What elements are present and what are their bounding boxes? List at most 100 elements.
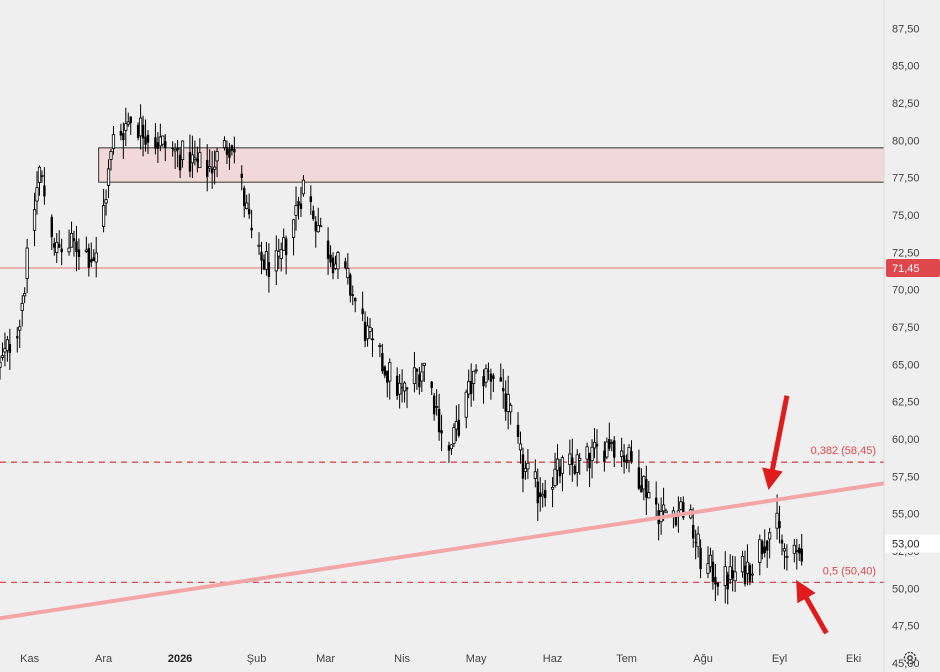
candle	[578, 453, 582, 475]
settings-icon[interactable]	[902, 650, 918, 666]
candle	[625, 454, 628, 469]
candle	[640, 468, 643, 493]
candle	[58, 230, 61, 249]
candle	[637, 449, 641, 491]
level-tag-bg	[886, 259, 940, 278]
candle	[316, 207, 320, 233]
candle	[67, 229, 71, 256]
candle	[457, 404, 461, 438]
candle	[18, 319, 22, 348]
candle	[361, 291, 364, 322]
y-tick-label: 80,00	[892, 135, 920, 147]
candle	[518, 431, 523, 464]
candle	[437, 393, 441, 441]
candle	[171, 141, 174, 157]
last-price-bg	[885, 534, 940, 553]
candle	[126, 112, 130, 127]
candle	[590, 439, 594, 479]
candle	[156, 132, 160, 163]
candle	[40, 170, 44, 183]
candle	[765, 539, 769, 568]
candle	[381, 343, 384, 374]
candle	[210, 151, 214, 189]
candle	[782, 543, 787, 570]
candle	[748, 562, 752, 586]
candle	[198, 138, 202, 169]
candle	[613, 436, 616, 467]
candle	[284, 235, 288, 275]
candle	[351, 285, 354, 306]
top-arrow	[762, 395, 790, 491]
candle	[75, 225, 78, 272]
candle	[585, 442, 589, 472]
candle	[415, 368, 419, 390]
candle	[291, 218, 296, 256]
candle	[550, 477, 555, 508]
candle	[740, 550, 745, 578]
candle	[447, 441, 451, 463]
candle	[568, 439, 572, 476]
candle	[282, 228, 286, 251]
candle	[418, 367, 421, 395]
candle	[699, 539, 702, 579]
candle	[193, 140, 197, 166]
candle	[647, 480, 651, 499]
candle	[472, 370, 476, 401]
candle	[664, 508, 668, 514]
candle	[8, 328, 12, 370]
candle	[124, 107, 128, 146]
candle	[230, 144, 234, 156]
candle	[336, 250, 340, 280]
candle	[509, 402, 513, 425]
candle	[469, 363, 473, 407]
candle	[454, 405, 458, 442]
candle	[32, 192, 37, 247]
candle	[536, 468, 539, 521]
x-tick-label: 2026	[168, 653, 192, 665]
candle	[474, 364, 478, 374]
candle	[795, 539, 799, 570]
candle	[642, 475, 646, 501]
candle	[368, 318, 372, 340]
y-tick-label: 60,00	[892, 434, 920, 446]
candle	[260, 241, 263, 275]
candle	[523, 460, 528, 480]
candle	[533, 459, 537, 488]
candle	[412, 351, 417, 393]
candle	[23, 287, 27, 304]
candle	[301, 175, 306, 197]
candle	[92, 249, 95, 262]
candle	[541, 483, 545, 508]
y-tick-label: 65,00	[892, 359, 920, 371]
candle	[109, 148, 113, 171]
bottom-arrow	[796, 579, 829, 635]
candle	[141, 115, 145, 157]
x-tick-label: Kas	[20, 653, 39, 665]
candle	[432, 392, 436, 421]
candle	[657, 503, 660, 541]
candle	[178, 146, 182, 179]
candle	[240, 165, 243, 191]
candle	[622, 443, 626, 474]
candle	[560, 455, 565, 492]
candle	[196, 146, 199, 173]
candle	[731, 555, 734, 592]
candle	[792, 539, 796, 563]
y-tick-label: 77,50	[892, 173, 920, 185]
candle	[122, 122, 125, 159]
candle	[104, 189, 108, 216]
candle	[482, 369, 485, 404]
candle	[492, 373, 495, 393]
candle	[233, 136, 236, 164]
candle	[714, 563, 717, 601]
candle	[763, 529, 766, 558]
candle	[420, 362, 424, 393]
candle	[3, 332, 7, 367]
y-tick-label: 82,50	[892, 98, 920, 110]
candle	[592, 428, 597, 459]
candle	[37, 165, 42, 196]
candle	[571, 438, 574, 482]
candle	[267, 243, 271, 293]
